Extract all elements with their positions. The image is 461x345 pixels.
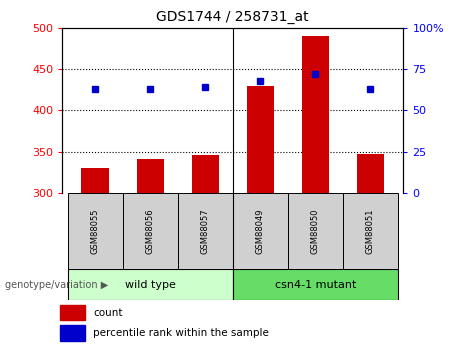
Bar	[68, 269, 233, 300]
Bar	[60, 325, 85, 341]
Bar	[68, 193, 123, 269]
Text: genotype/variation ▶: genotype/variation ▶	[5, 280, 108, 289]
Bar	[288, 193, 343, 269]
Text: GSM88056: GSM88056	[146, 208, 155, 254]
Bar	[247, 86, 274, 193]
Text: GSM88055: GSM88055	[91, 208, 100, 254]
Bar	[123, 193, 178, 269]
Bar	[82, 168, 109, 193]
Bar	[357, 154, 384, 193]
Text: csn4-1 mutant: csn4-1 mutant	[275, 280, 356, 289]
Text: wild type: wild type	[125, 280, 176, 289]
Text: count: count	[93, 308, 123, 318]
Bar	[301, 36, 329, 193]
Bar	[178, 193, 233, 269]
Text: percentile rank within the sample: percentile rank within the sample	[93, 328, 269, 338]
Text: GSM88051: GSM88051	[366, 208, 375, 254]
Bar	[233, 269, 398, 300]
Bar	[191, 155, 219, 193]
Text: GSM88050: GSM88050	[311, 208, 320, 254]
Text: GSM88057: GSM88057	[201, 208, 210, 254]
Title: GDS1744 / 258731_at: GDS1744 / 258731_at	[156, 10, 309, 24]
Bar	[343, 193, 398, 269]
Bar	[60, 305, 85, 320]
Text: GSM88049: GSM88049	[256, 208, 265, 254]
Bar	[233, 193, 288, 269]
Bar	[136, 159, 164, 193]
